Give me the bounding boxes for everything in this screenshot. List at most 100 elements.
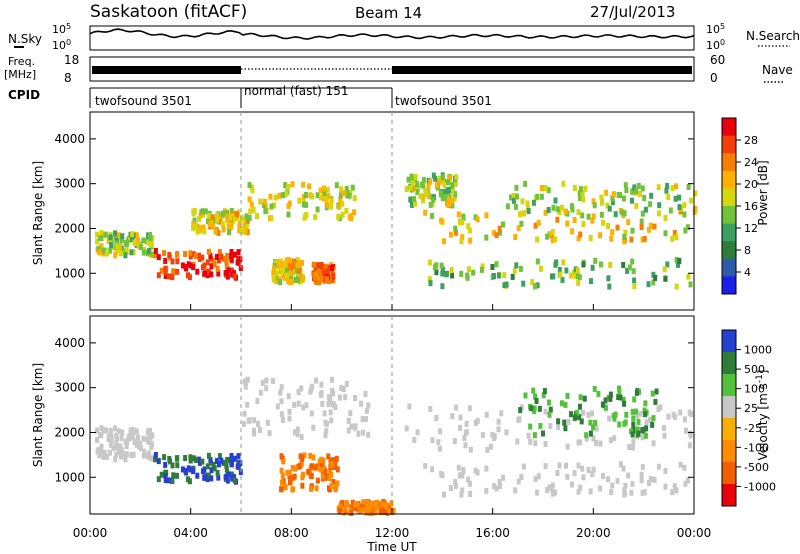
vel-cells-cell [195, 472, 200, 479]
vel-cells-cell [146, 438, 151, 445]
vel-cells-cell [343, 394, 348, 401]
power-cells-cell [162, 250, 167, 257]
power-cells-cell [630, 188, 635, 195]
vel-cells-cell [156, 458, 161, 465]
power-cells-cell [447, 175, 452, 181]
vel-cells-cell [323, 469, 328, 476]
power-cells-cell [225, 209, 230, 216]
power-cells-cell [116, 232, 121, 239]
nsearch-label: N.Search [746, 29, 800, 43]
vel-cells-cell [232, 477, 237, 484]
power-cells-cell [535, 193, 540, 200]
power-cells-cell [439, 217, 444, 224]
power-cells-cell [688, 281, 693, 288]
power-cells-cell [302, 201, 306, 208]
power-cells-cell [227, 229, 231, 236]
power-cells-cell [108, 234, 113, 241]
power-cells-cell [533, 283, 537, 290]
power-cells-cell [442, 182, 447, 188]
power-cells-cell [180, 262, 185, 269]
vel-cells-cell [442, 491, 446, 498]
vel-cells-cell [631, 427, 636, 434]
vel-cells-cell [467, 480, 472, 487]
vel-cells-cell [328, 409, 333, 416]
velocity-ylabel: Slant Range [km] [31, 363, 45, 467]
power-cells-cell [441, 178, 446, 184]
vel-cells-cell [382, 509, 386, 515]
power-cells-cell [352, 209, 357, 216]
vel-cells-cell [464, 429, 469, 436]
vel-cells-cell [162, 454, 167, 461]
vel-cells-cell [639, 477, 644, 484]
power-cells-cell [674, 283, 679, 290]
power-cells-cell [631, 268, 636, 275]
vel-cells-cell [241, 421, 246, 428]
vel-cells-cell [671, 411, 676, 418]
vel-cells-cell [516, 417, 521, 423]
vel-cells-cell [364, 407, 369, 414]
power-cells-cell [578, 231, 583, 238]
vel-cells-cell [640, 489, 645, 496]
power-cells-cell [452, 195, 457, 202]
vel-cells-cell [484, 411, 489, 418]
colorbar-swatch [722, 170, 736, 189]
power-cells-cell [251, 206, 256, 213]
vel-cells-cell [300, 482, 305, 489]
power-cells-cell [610, 195, 615, 202]
power-cells-cell [505, 203, 510, 210]
power-cells-cell [440, 270, 445, 277]
power-cells-cell [286, 203, 291, 210]
power-cells-cell [642, 195, 647, 201]
power-cells-cell [245, 229, 250, 236]
power-cells-cell [621, 195, 626, 202]
power-cells-cell [539, 193, 544, 200]
vel-cells-cell [616, 394, 621, 400]
vel-cells-cell [459, 491, 464, 498]
power-cells-cell [453, 225, 458, 232]
vel-cells-cell [329, 417, 334, 424]
vel-cells-cell [101, 453, 106, 460]
vel-cells-cell [102, 449, 107, 456]
power-cells-cell [330, 265, 334, 271]
colorbar-tick-label: 4 [744, 266, 751, 279]
vel-cells-cell [295, 431, 300, 438]
ytick-label: 3000 [54, 381, 85, 395]
vel-cells-cell [355, 501, 360, 508]
power-cells-cell [202, 228, 207, 235]
power-cells-cell [677, 204, 682, 211]
power-cells-cell [415, 185, 420, 192]
power-cells-cell [263, 208, 268, 215]
vel-cells-cell [311, 454, 316, 461]
vel-cells-cell [136, 434, 140, 441]
vel-cells-cell [330, 461, 335, 468]
power-cells-cell [325, 202, 330, 209]
power-cells-cell [682, 211, 687, 218]
vel-cells-cell [322, 410, 327, 417]
vel-cells-cell [311, 424, 316, 431]
vel-cells-cell [163, 473, 168, 480]
vel-cells-cell [280, 472, 285, 479]
vel-cells-cell [438, 428, 443, 435]
vel-cells-cell [428, 405, 433, 412]
power-cells-cell [331, 272, 336, 279]
vel-cells-cell [533, 440, 538, 447]
vel-cells-cell [537, 405, 542, 412]
vel-cells-cell [313, 464, 318, 471]
vel-cells-cell [264, 377, 269, 384]
power-cells-cell [581, 261, 586, 268]
colorbar-frame [721, 329, 737, 507]
power-cells-cell [521, 210, 526, 217]
power-cells-cell [550, 229, 555, 236]
power-cells-cell [238, 256, 243, 263]
power-cells-cell [321, 185, 326, 192]
vel-cells-cell [562, 419, 567, 426]
vel-cells-cell [209, 475, 214, 482]
vel-cells-cell [296, 389, 301, 396]
vel-cells-cell [634, 389, 639, 396]
vel-cells-cell [648, 416, 652, 423]
vel-cells-cell [563, 425, 568, 432]
vel-cells-cell [226, 471, 231, 478]
power-cells-cell [599, 211, 604, 218]
vel-cells-cell [415, 429, 420, 436]
power-cells-cell [269, 215, 274, 222]
